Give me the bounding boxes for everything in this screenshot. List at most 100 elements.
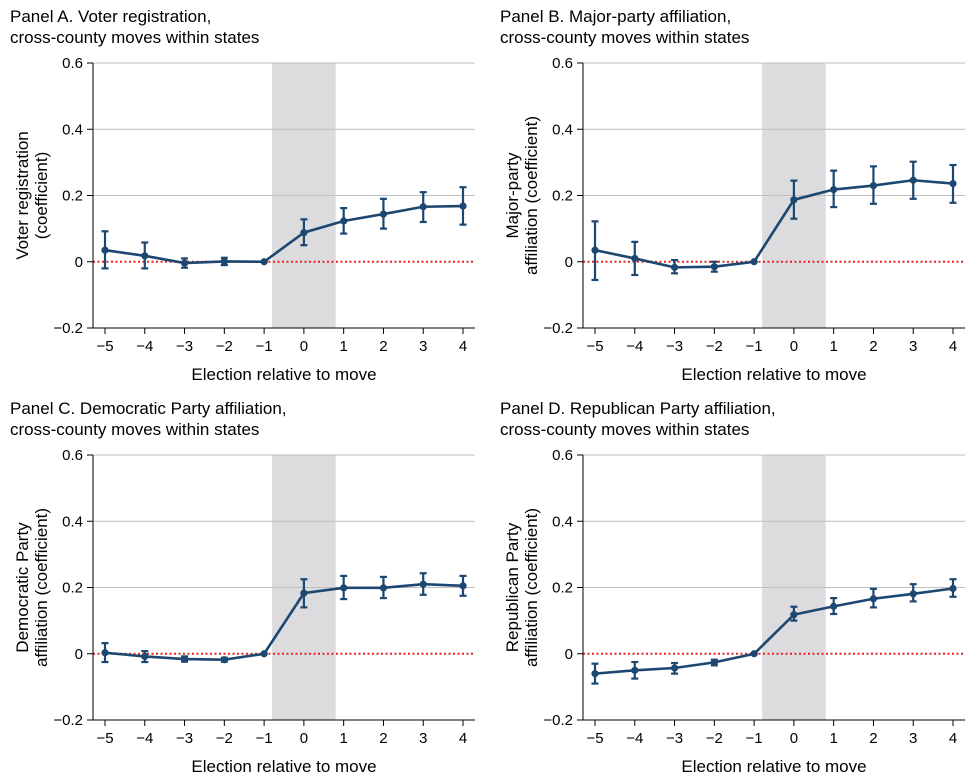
x-tick-label: −1	[746, 338, 763, 355]
data-point	[379, 584, 388, 592]
data-point	[750, 650, 758, 658]
series-line	[104, 582, 464, 662]
panel-c-title: Panel C. Democratic Party affiliation, c…	[10, 398, 287, 440]
y-tick-label: 0.4	[552, 121, 573, 138]
x-axis-label: Election relative to move	[191, 757, 376, 776]
data-point	[710, 263, 718, 271]
data-point	[180, 655, 189, 663]
data-point	[459, 202, 467, 210]
data-point	[710, 658, 718, 666]
panel-c-title-line1: Panel C. Democratic Party affiliation,	[10, 399, 287, 418]
y-tick-label: 0.2	[552, 188, 573, 205]
y-axis-label-line2: (coefficient)	[32, 152, 51, 240]
x-tick-label: −4	[626, 730, 643, 747]
y-axis-label-line2: affiliation (coefficient)	[32, 508, 51, 667]
x-tick-label: 3	[419, 730, 427, 747]
data-point	[670, 664, 679, 672]
y-tick-label: 0	[75, 646, 83, 663]
y-tick-label: −0.2	[543, 712, 573, 729]
panel-b-title: Panel B. Major-party affiliation, cross-…	[500, 6, 749, 48]
panel-a: Panel A. Voter registration, cross-count…	[0, 0, 490, 392]
panel-a-plot: −0.2 0 0.2 0.4 0.6 −5 −4 −3 −2 −1 0 1 2 3 4 Election re…	[13, 55, 475, 384]
x-axis-label: Election relative to move	[681, 757, 866, 776]
data-point	[670, 263, 679, 271]
panel-a-title-line1: Panel A. Voter registration,	[10, 7, 212, 26]
data-point	[830, 185, 838, 194]
y-tick-label: 0.2	[62, 188, 83, 205]
y-axis-label-line1: Voter registration	[13, 131, 32, 260]
x-tick-label: 2	[869, 338, 877, 355]
x-tick-label: −3	[666, 730, 683, 747]
x-tick-label: −2	[216, 338, 233, 355]
x-tick-label: −4	[626, 338, 643, 355]
x-tick-label: −1	[746, 730, 763, 747]
data-point	[790, 611, 798, 619]
data-point	[340, 584, 348, 592]
x-tick-label: −4	[136, 338, 153, 355]
panel-d-title-line1: Panel D. Republican Party affiliation,	[500, 399, 776, 418]
data-point	[101, 649, 109, 657]
data-point	[260, 650, 268, 658]
y-tick-label: 0.6	[62, 55, 83, 72]
data-point	[750, 258, 758, 266]
data-point	[869, 181, 878, 190]
data-point	[591, 670, 599, 678]
panel-b-plot: −0.2 0 0.2 0.4 0.6 −5 −4 −3 −2 −1 0 1 2 3 4 Election re…	[503, 55, 965, 384]
x-tick-label: 0	[300, 338, 308, 355]
y-tick-label: −0.2	[543, 320, 573, 337]
data-point	[909, 176, 917, 184]
y-axis-label-line1: Republican Party	[503, 522, 522, 652]
x-axis-label: Election relative to move	[191, 365, 376, 384]
data-point	[300, 589, 308, 597]
y-tick-label: −0.2	[53, 712, 83, 729]
x-tick-label: 3	[419, 338, 427, 355]
x-tick-label: −2	[706, 338, 723, 355]
x-tick-label: −4	[136, 730, 153, 747]
panel-a-title-line2: cross-county moves within states	[10, 28, 260, 47]
x-tick-label: −5	[586, 730, 603, 747]
x-tick-label: 2	[379, 338, 387, 355]
data-point	[419, 580, 427, 588]
panel-d: Panel D. Republican Party affiliation, c…	[490, 392, 980, 784]
x-tick-label: 0	[300, 730, 308, 747]
y-tick-label: 0.4	[62, 121, 83, 138]
x-tick-label: 1	[829, 338, 837, 355]
panel-c-title-line2: cross-county moves within states	[10, 420, 260, 439]
x-tick-label: −5	[586, 338, 603, 355]
y-tick-label: 0	[75, 254, 83, 271]
data-point	[790, 196, 798, 204]
y-tick-label: 0.2	[62, 580, 83, 597]
panel-a-title: Panel A. Voter registration, cross-count…	[10, 6, 259, 48]
data-point	[141, 252, 149, 260]
y-axis-label-line2: affiliation (coefficient)	[522, 508, 541, 667]
panel-b: Panel B. Major-party affiliation, cross-…	[490, 0, 980, 392]
x-tick-label: −5	[96, 730, 113, 747]
series-line	[594, 587, 954, 675]
panel-c-plot: −0.2 0 0.2 0.4 0.6 −5 −4 −3 −2 −1 0 1 2 3 4 Election re…	[13, 447, 475, 776]
panel-d-plot: −0.2 0 0.2 0.4 0.6 −5 −4 −3 −2 −1 0 1 2 3 4 Election re…	[503, 447, 965, 776]
y-tick-label: −0.2	[53, 320, 83, 337]
x-axis-label: Election relative to move	[681, 365, 866, 384]
data-point	[949, 584, 957, 593]
data-point	[419, 203, 427, 211]
x-tick-label: 0	[790, 730, 798, 747]
x-tick-label: 0	[790, 338, 798, 355]
x-tick-label: 2	[869, 730, 877, 747]
panel-b-title-line1: Panel B. Major-party affiliation,	[500, 7, 732, 26]
x-tick-label: 4	[949, 730, 957, 747]
x-tick-label: −1	[256, 730, 273, 747]
y-tick-label: 0.6	[552, 447, 573, 464]
x-tick-label: −3	[666, 338, 683, 355]
data-point	[909, 590, 917, 598]
y-tick-label: 0.6	[552, 55, 573, 72]
data-point	[830, 602, 838, 610]
data-point	[300, 229, 308, 237]
x-tick-label: −2	[706, 730, 723, 747]
data-point	[631, 666, 639, 674]
series-line	[104, 204, 464, 265]
x-tick-label: −3	[176, 338, 193, 355]
series-line	[594, 178, 954, 269]
data-point	[949, 179, 957, 188]
x-tick-label: −5	[96, 338, 113, 355]
data-point	[141, 652, 149, 660]
